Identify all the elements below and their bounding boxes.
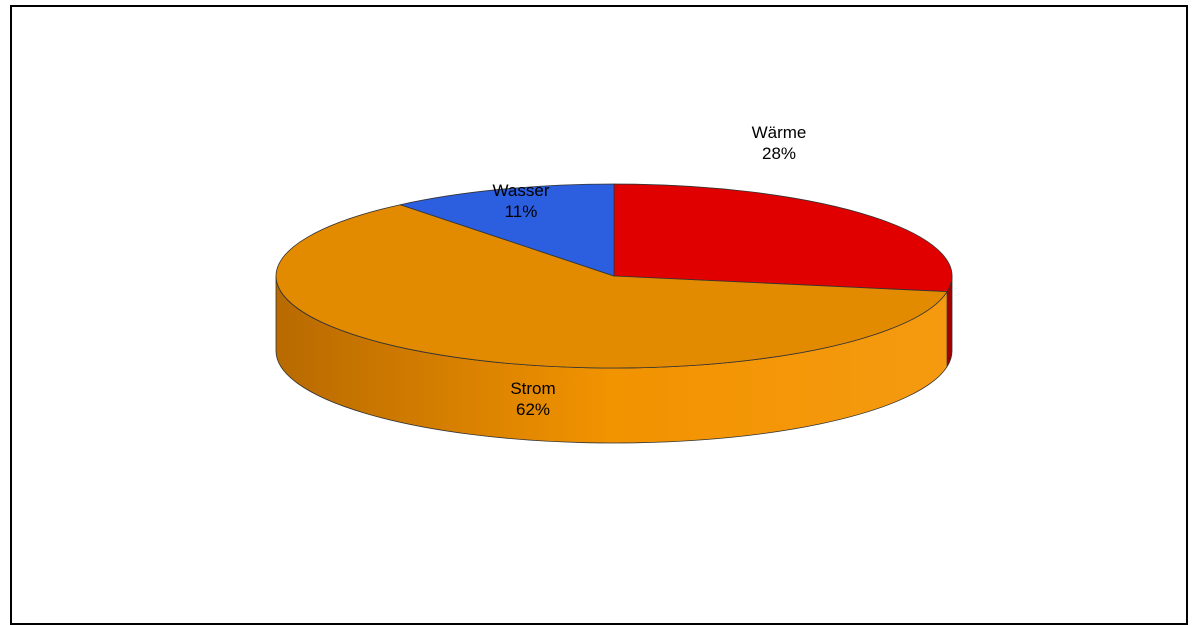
pie-labels: Wärme 28% Strom 62% Wasser 11% [493, 123, 807, 419]
pie-slice-wasser [398, 183, 615, 277]
slice-percent-wasser: 11% [505, 202, 538, 221]
pie-slice-strom [275, 204, 948, 369]
slice-label-strom: Strom [510, 379, 555, 398]
slice-label-wasser: Wasser [493, 181, 550, 200]
slice-percent-strom: 62% [516, 400, 550, 419]
pie-chart: Wärme 28% Strom 62% Wasser 11% [275, 123, 953, 444]
pie-tops [275, 183, 953, 369]
pie-slice-wärme [613, 183, 953, 293]
slice-percent-wärme: 28% [762, 144, 796, 163]
slice-label-wärme: Wärme [752, 123, 807, 142]
